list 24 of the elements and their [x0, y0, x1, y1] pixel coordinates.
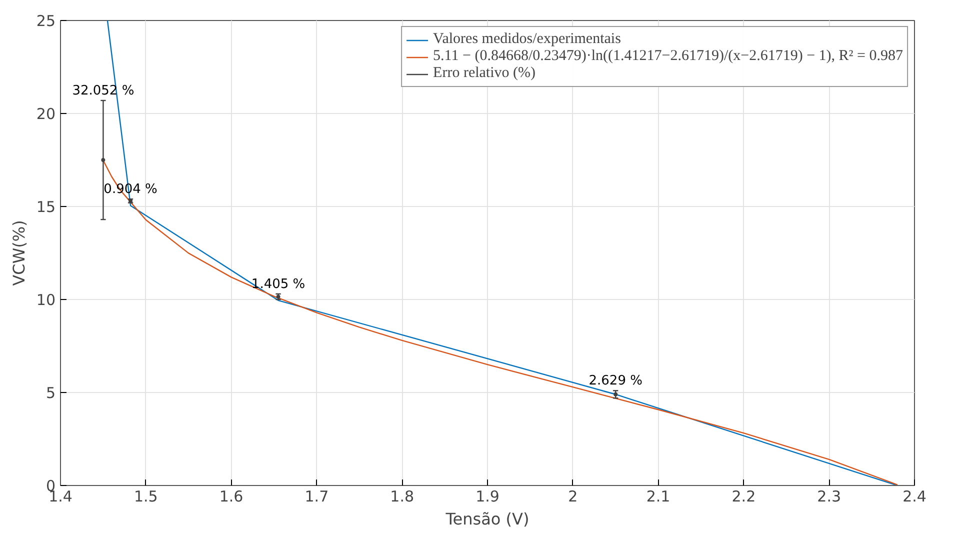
annotation: 2.629 % — [588, 374, 642, 389]
x-tick-label: 1.7 — [304, 488, 329, 506]
y-axis-title: VCW(%) — [9, 220, 28, 286]
x-tick-label: 2.4 — [902, 488, 926, 506]
legend-label: 5.11 − (0.84668/0.23479)·ln((1.41217−2.61719)/(x−2.61719) − 1), R² = 0.987 — [433, 48, 903, 65]
x-tick-label: 1.9 — [476, 488, 500, 506]
y-tick-label: 5 — [46, 384, 56, 402]
point — [101, 158, 106, 162]
y-tick-label: 10 — [36, 291, 56, 309]
y-tick-label: 15 — [36, 198, 56, 216]
y-tick-label: 20 — [36, 105, 56, 123]
x-axis-title: Tensão (V) — [444, 510, 530, 528]
x-tick-label: 2 — [568, 488, 578, 506]
x-tick-label: 2.1 — [646, 488, 670, 506]
x-tick-label: 1.6 — [219, 488, 244, 506]
annotation: 1.405 % — [251, 276, 306, 292]
line-series — [102, 160, 898, 486]
y-tick-label: 25 — [36, 12, 56, 30]
x-tick-label: 2.3 — [817, 488, 842, 506]
x-tick-label: 1.5 — [134, 488, 158, 506]
legend-label: Valores medidos/experimentais — [433, 31, 621, 48]
x-tick-label: 2.2 — [732, 488, 756, 506]
x-tick-label: 1.8 — [390, 488, 414, 506]
legend-label: Erro relativo (%) — [433, 65, 536, 82]
